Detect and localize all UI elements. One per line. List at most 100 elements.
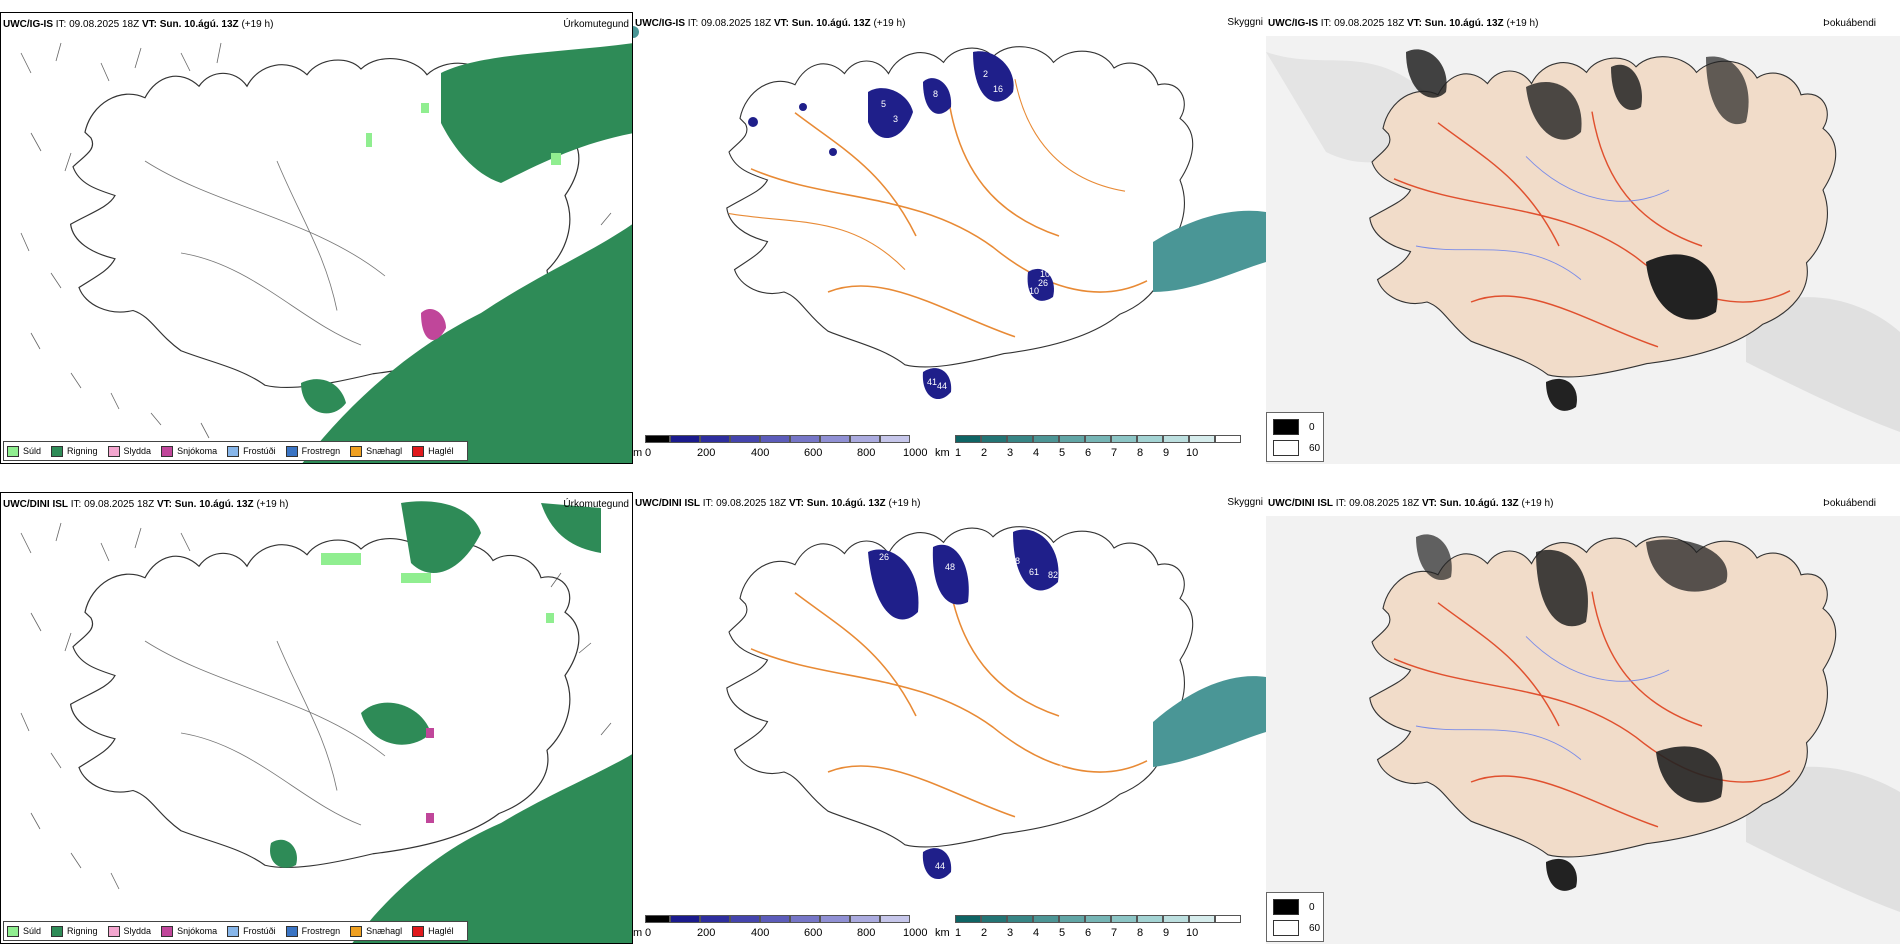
init-time: 09.08.2025 18Z [1334,18,1405,29]
colorbar-tick: 2 [981,927,988,939]
colorbar-tick: 0 [645,447,652,459]
model-name: UWC/DINI ISL [635,498,700,509]
colorbar-tick: 4 [1033,447,1040,459]
colorbar-segment [880,915,910,923]
legend-swatch [107,445,120,457]
model-name: UWC/DINI ISL [3,499,68,510]
cloud-label: 10 [1040,269,1050,279]
fog-header-top: UWC/IG-IS IT: 09.08.2025 18Z VT: Sun. 10… [1268,18,1538,29]
colorbar-tick: 1 [955,447,962,459]
precip-legend: Súld Rigning Slydda Snjókoma Frostúði Fr… [3,921,468,941]
fog-key-label: 0 [1309,421,1315,433]
colorbar-tick: 7 [1111,447,1118,459]
colorbar-tick: 400 [751,447,770,459]
it-prefix: IT: [1320,18,1332,29]
colorbar-segment [645,915,670,923]
cloud-label: 61 [1029,567,1039,577]
colorbar-unit: km [935,927,950,939]
colorbar-tick: 5 [1059,927,1066,939]
legend-label: Slydda [123,446,152,456]
colorbar-segment [880,435,910,443]
cloud-visibility-map-top: 159 44 26 10 5 41 10 8 2 3 16 [633,26,1266,400]
colorbar-segment [955,435,981,443]
colorbar-tick: 4 [1033,927,1040,939]
colorbar-tick: 3 [1007,927,1014,939]
colorbar-tick: 400 [751,927,770,939]
legend-label: Slydda [123,926,152,936]
colorbar-segment [700,435,730,443]
legend-item: Snjókoma [161,925,218,937]
legend-swatch [412,445,425,457]
colorbar-unit: m [633,447,643,459]
vt-prefix: VT: [773,18,789,29]
colorbar-segment [955,915,981,923]
legend-item: Snjókoma [161,445,217,457]
colorbar-unit: m [633,927,643,939]
valid-time: Sun. 10.ágú. 13Z [806,498,886,509]
colorbar-segment [850,435,880,443]
legend-swatch [350,925,363,937]
colorbar-segment [730,915,760,923]
colorbar-tick: 6 [1085,447,1092,459]
cloud-label: 26 [1038,278,1048,288]
cloud-label: 16 [993,84,1003,94]
init-time: 09.08.2025 18Z [716,498,787,509]
model-name: UWC/IG-IS [635,18,685,29]
cloud-label: 26 [879,552,889,562]
legend-item: Snæhagl [350,925,402,937]
cloud-label: 48 [1010,556,1020,566]
colorbar-segment [1033,915,1059,923]
fog-indicator-map-top [1266,36,1900,464]
colorbar-segment [1111,435,1137,443]
vt-prefix: VT: [1406,18,1422,29]
cloud-label: 8 [933,89,938,99]
cloud-visibility-map-bottom: 48 61 82 88 48 44 10 10 15 26 5 [726,526,1266,880]
colorbar-tick: 600 [804,927,823,939]
cloud-label: 10 [1029,286,1039,296]
fog-key-swatch [1273,419,1299,435]
legend-label: Frostregn [301,926,341,936]
cloud-label: 15 [1029,779,1039,789]
legend-swatch [7,445,19,457]
colorbar-tick: 1000 [903,927,928,939]
cloud-label: 2 [983,69,988,79]
colorbar-segment [1111,915,1137,923]
panel-title: Úrkomutegund [563,19,629,30]
init-time: 09.08.2025 18Z [1349,498,1420,509]
cloud-label: 3 [893,114,898,124]
legend-label: Súld [23,446,42,456]
colorbar-tick: 0 [645,927,652,939]
cloud-label: 10 [1053,764,1063,774]
colorbar-tick: 2 [981,447,988,459]
colorbar-segment [1059,435,1085,443]
fog-key-row: 60 [1273,920,1320,936]
lead-time: (+19 h) [888,498,921,509]
legend-swatch [285,925,298,937]
lead-time: (+19 h) [873,18,906,29]
colorbar-tick: 6 [1085,927,1092,939]
fog-indicator-map-bottom [1266,516,1900,944]
cloud-label: 88 [1010,570,1020,580]
lead-time: (+19 h) [1521,498,1554,509]
lead-time: (+19 h) [241,19,274,30]
cloud-label: 5 [881,99,886,109]
cloud-base-colorbar-bottom: m 0 200 400 600 800 1000 [633,915,933,943]
legend-item: Súld [7,925,41,937]
fog-key-top: 0 60 [1266,412,1324,462]
legend-item: Frostúði [227,445,276,457]
legend-label: Snjókoma [177,926,218,936]
cloud-visibility-panel-top: 159 44 26 10 5 41 10 8 2 3 16 UWC/IG-IS … [633,12,1266,464]
precip-type-panel-top: UWC/IG-IS IT: 09.08.2025 18Z VT: Sun. 10… [0,12,633,464]
legend-label: Haglél [428,446,454,456]
model-name: UWC/IG-IS [1268,18,1318,29]
cloud-label: 159 [1073,84,1088,94]
colorbar-segment [1007,435,1033,443]
colorbar-segment [760,915,790,923]
colorbar-segment [670,435,700,443]
colorbar-tick: 9 [1163,927,1170,939]
colorbar-tick: 800 [857,447,876,459]
panel-title: Þokuábendi [1823,498,1876,509]
colorbar-segment [820,915,850,923]
colorbar-segment [820,435,850,443]
legend-label: Snæhagl [366,446,403,456]
